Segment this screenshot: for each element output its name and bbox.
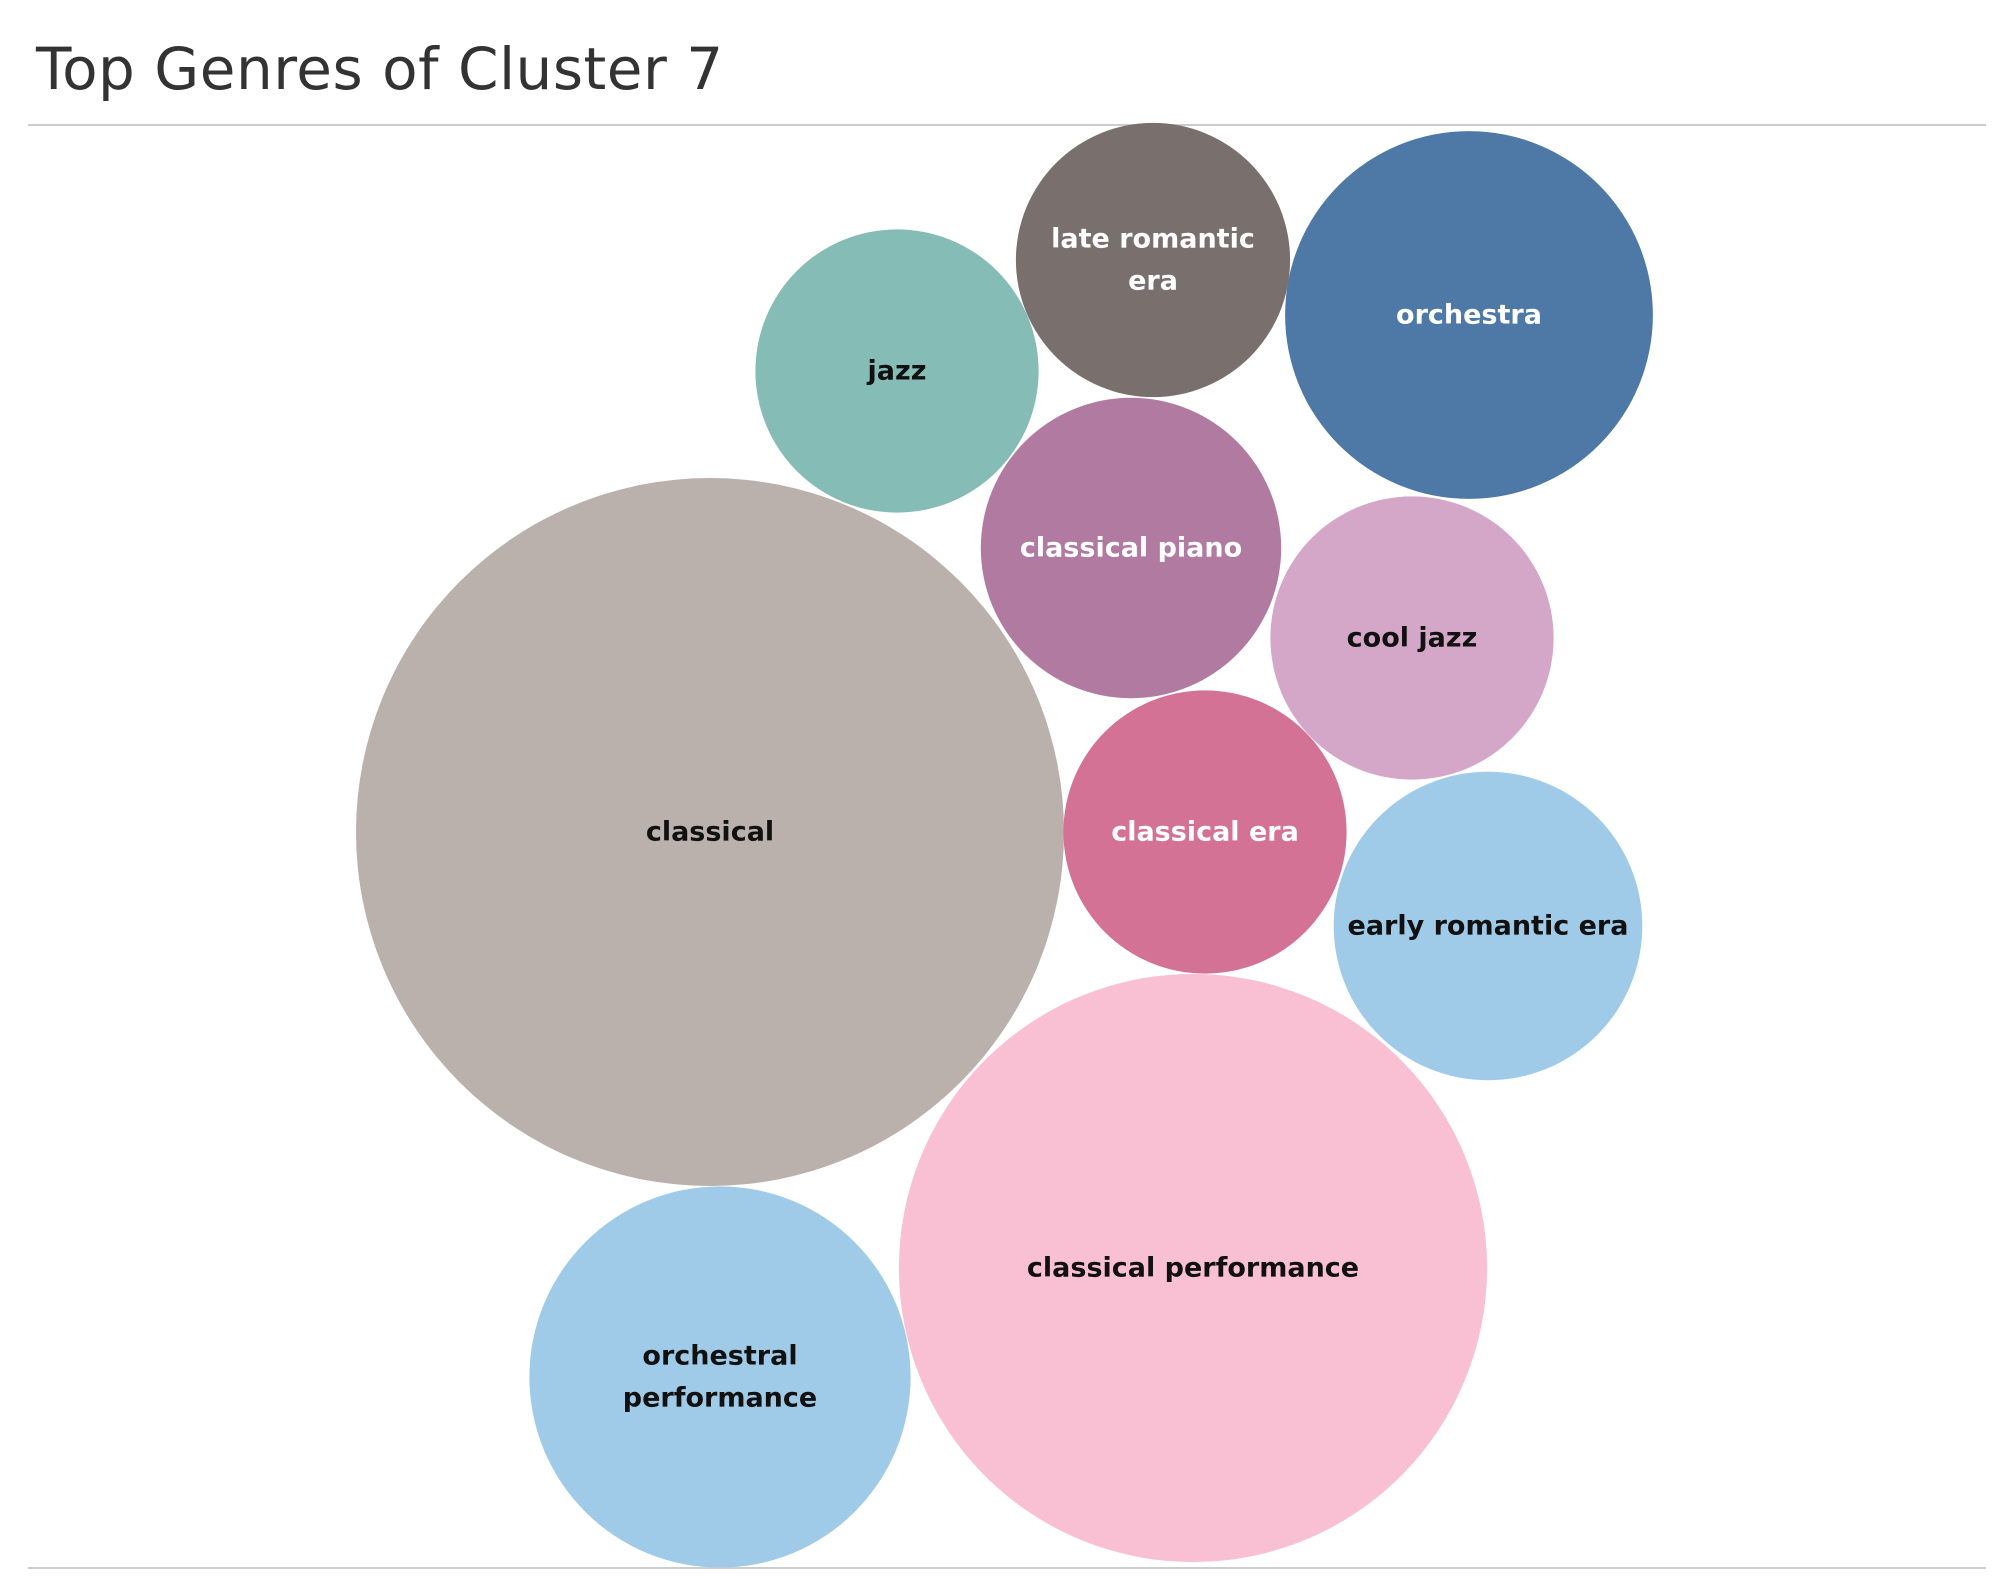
bubble-label: orchestral: [642, 1341, 797, 1372]
bottom-divider: [28, 1567, 1986, 1569]
bubble-circle[interactable]: [1015, 122, 1291, 398]
bubble-jazz[interactable]: jazz: [755, 229, 1039, 513]
bubble-classical-piano[interactable]: classical piano: [980, 397, 1282, 699]
title-divider: [28, 124, 1986, 126]
bubble-circle[interactable]: [356, 478, 1064, 1186]
bubble-orchestral-performance[interactable]: orchestral performance: [529, 1186, 911, 1568]
bubble-circle[interactable]: [529, 1186, 911, 1568]
bubble-orchestra[interactable]: orchestra: [1285, 131, 1653, 499]
bubble-label: orchestra: [1396, 300, 1542, 331]
bubble-circle[interactable]: [1333, 771, 1643, 1081]
bubble-classical-era[interactable]: classical era: [1063, 690, 1347, 974]
bubble-label: late romantic: [1051, 224, 1255, 255]
bubble-late-romantic-era[interactable]: late romantic era: [1015, 122, 1291, 398]
bubble-label: jazz: [867, 356, 927, 387]
bubble-circle[interactable]: [1063, 690, 1347, 974]
bubble-circle[interactable]: [1285, 131, 1653, 499]
bubble-cool-jazz[interactable]: cool jazz: [1270, 496, 1554, 780]
bubble-early-romantic-era[interactable]: early romantic era: [1333, 771, 1643, 1081]
bubble-circle[interactable]: [1270, 496, 1554, 780]
bubble-label: classical piano: [1020, 533, 1242, 564]
bubble-label: classical performance: [1027, 1253, 1359, 1284]
bubble-label: performance: [623, 1383, 817, 1414]
bubble-label: cool jazz: [1347, 623, 1478, 654]
bubble-circle[interactable]: [755, 229, 1039, 513]
chart-title: Top Genres of Cluster 7: [36, 35, 724, 103]
bubble-label: classical: [646, 817, 774, 848]
bubble-circle[interactable]: [898, 973, 1488, 1563]
bubble-classical-performance[interactable]: classical performance: [898, 973, 1488, 1563]
bubble-classical[interactable]: classical: [356, 478, 1064, 1186]
bubble-label: early romantic era: [1348, 911, 1629, 942]
bubble-label: era: [1128, 266, 1178, 297]
bubble-circle[interactable]: [980, 397, 1282, 699]
bubble-label: classical era: [1111, 817, 1299, 848]
